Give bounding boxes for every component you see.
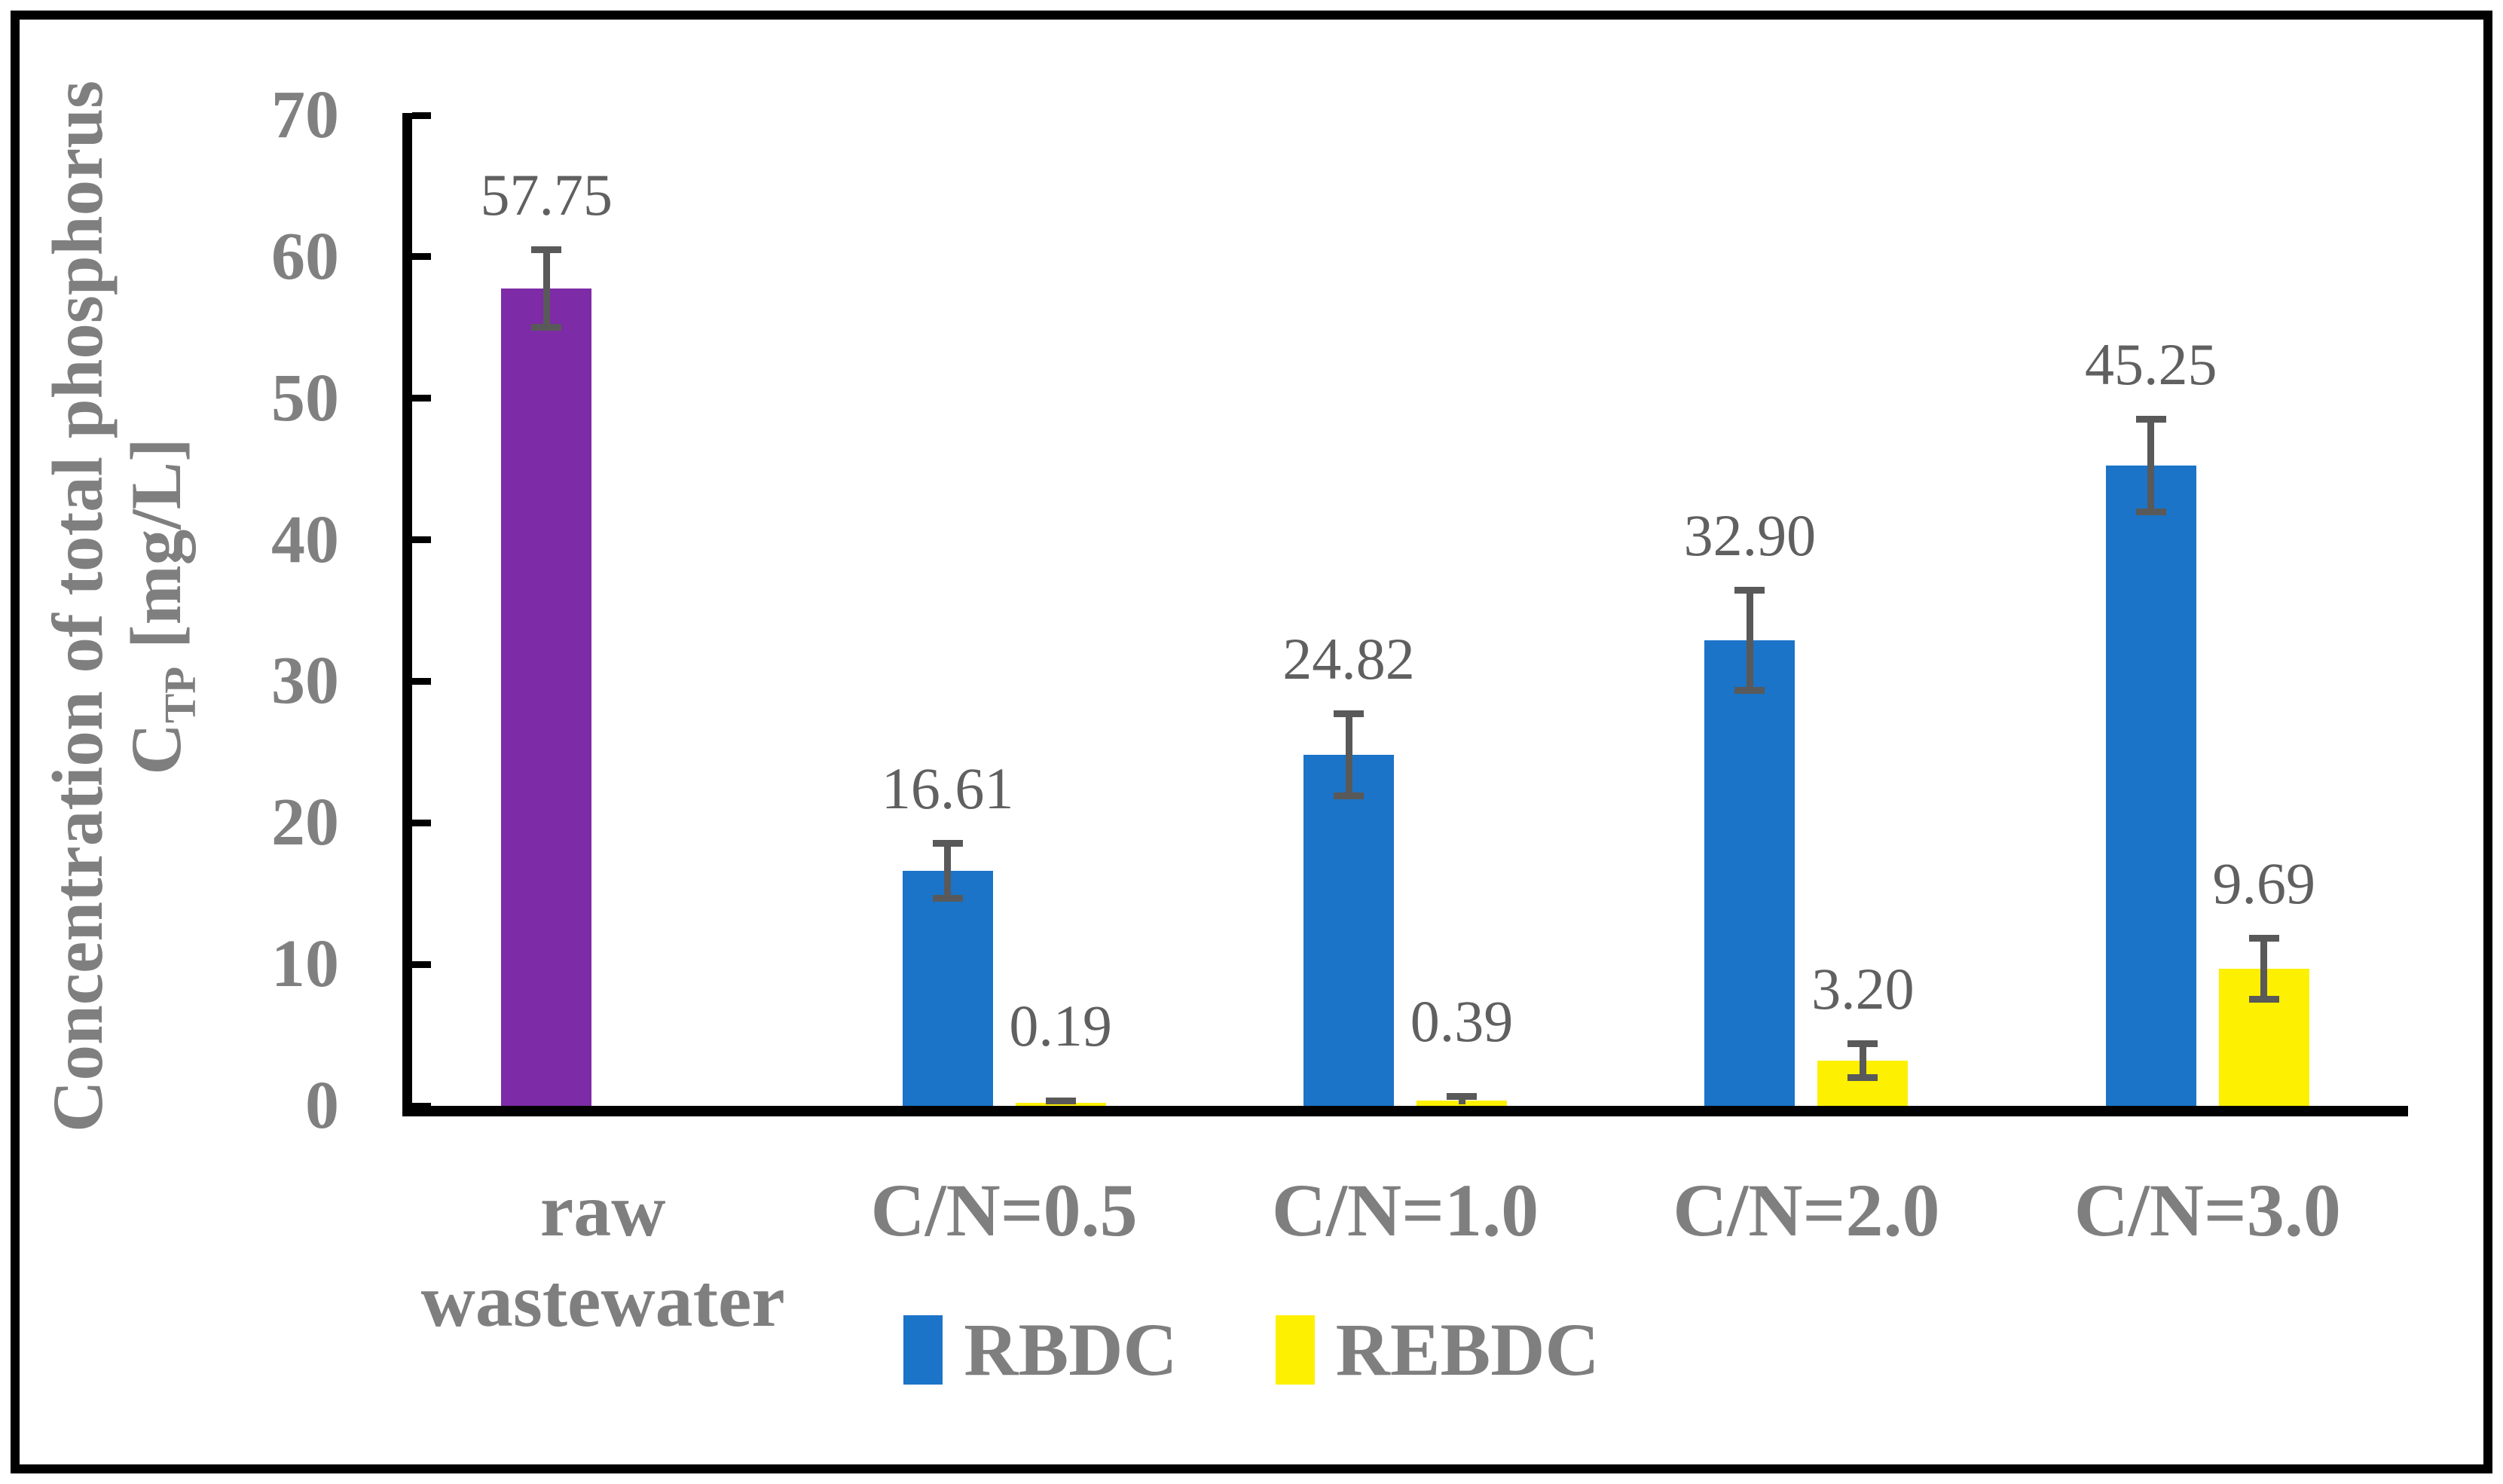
- y-tick-label-40: 40: [271, 502, 339, 577]
- error-bar-cap-top: [2135, 416, 2166, 423]
- error-bar-cap-bottom: [1847, 1074, 1878, 1082]
- data-label-rbdc-cat1: 16.61: [881, 755, 1014, 821]
- error-bar-line: [944, 839, 952, 902]
- y-tick-60: [412, 253, 431, 261]
- y-tick-70: [412, 111, 431, 119]
- error-bar-line: [2147, 416, 2155, 515]
- data-label-rbdc-cat3: 32.90: [1683, 502, 1817, 568]
- error-bar-line: [1746, 586, 1753, 695]
- x-category-label-1-line0: C/N=0.5: [870, 1168, 1138, 1252]
- legend-item-rebdc: REBDC: [1275, 1308, 1600, 1391]
- error-bar-cap-top: [531, 246, 562, 253]
- error-bar-cap-bottom: [531, 324, 562, 331]
- legend-label-rebdc: REBDC: [1335, 1308, 1600, 1391]
- x-category-label-0-line0: raw: [539, 1168, 666, 1252]
- y-tick-50: [412, 395, 431, 402]
- legend: RBDC REBDC: [0, 1312, 2503, 1388]
- error-bar-line: [1859, 1040, 1866, 1082]
- error-bar-cap-top: [1734, 586, 1765, 594]
- x-axis-line: [402, 1106, 2408, 1116]
- x-category-label-2-line0: C/N=1.0: [1271, 1168, 1539, 1252]
- error-bar-line: [1345, 710, 1352, 799]
- y-tick-label-30: 30: [271, 643, 339, 719]
- data-label-rbdc-cat4: 45.25: [2085, 331, 2217, 398]
- y-tick-label-70: 70: [271, 78, 339, 152]
- y-tick-label-50: 50: [271, 360, 339, 435]
- x-category-label-3-line0: C/N=2.0: [1673, 1168, 1940, 1252]
- legend-label-rbdc: RBDC: [964, 1308, 1178, 1391]
- error-bar-cap-top: [2248, 934, 2279, 942]
- data-label-rebdc-cat1: 0.19: [1009, 993, 1112, 1059]
- y-axis-title-line1: Concentration of total phosphorus: [36, 81, 119, 1132]
- bar-rbdc-cat2: [1303, 754, 1394, 1106]
- data-label-rbdc-cat2: 24.82: [1282, 625, 1415, 692]
- data-label-raw-wastewater-cat0: 57.75: [480, 161, 613, 227]
- y-tick-40: [412, 536, 431, 544]
- bar-raw-wastewater-cat0: [501, 289, 592, 1106]
- error-bar-cap-bottom: [1334, 792, 1364, 799]
- y-tick-label-60: 60: [271, 218, 339, 294]
- y-axis-symbol: C: [116, 723, 196, 775]
- figure-border: [11, 11, 2492, 1473]
- error-bar-cap-top: [932, 839, 963, 847]
- bar-rbdc-cat3: [1704, 640, 1795, 1106]
- legend-swatch-rbdc: [903, 1315, 943, 1385]
- y-tick-20: [412, 819, 431, 826]
- x-category-label-0-line1: wastewater: [420, 1259, 785, 1342]
- y-axis-title-text: Concentration of total phosphorus: [38, 80, 118, 1133]
- error-bar-cap-bottom: [1734, 687, 1765, 695]
- y-axis-title-line2: CTP [mg/L]: [115, 438, 206, 774]
- error-bar-cap-top: [1447, 1093, 1477, 1101]
- y-tick-label-20: 20: [271, 785, 339, 860]
- y-tick-30: [412, 677, 431, 685]
- y-tick-label-0: 0: [305, 1068, 339, 1143]
- error-bar-cap-bottom: [2135, 508, 2166, 515]
- bar-rbdc-cat4: [2105, 465, 2196, 1106]
- legend-swatch-rebdc: [1275, 1315, 1315, 1385]
- error-bar-cap-top: [1045, 1098, 1076, 1105]
- x-category-label-4-line0: C/N=3.0: [2074, 1168, 2341, 1252]
- y-tick-0: [412, 1102, 431, 1110]
- data-label-rebdc-cat3: 3.20: [1811, 955, 1915, 1021]
- y-axis-line: [402, 113, 412, 1116]
- y-tick-10: [412, 960, 431, 968]
- error-bar-cap-bottom: [2248, 996, 2279, 1003]
- data-label-rebdc-cat2: 0.39: [1410, 988, 1514, 1055]
- error-bar-cap-bottom: [932, 895, 963, 902]
- y-tick-label-10: 10: [271, 927, 339, 1002]
- legend-item-rbdc: RBDC: [903, 1308, 1178, 1391]
- bar-rbdc-cat1: [902, 870, 993, 1106]
- error-bar-line: [542, 246, 550, 331]
- data-label-rebdc-cat4: 9.69: [2212, 850, 2316, 916]
- error-bar-cap-top: [1334, 710, 1364, 717]
- error-bar-cap-top: [1847, 1040, 1878, 1047]
- error-bar-line: [2260, 934, 2268, 1003]
